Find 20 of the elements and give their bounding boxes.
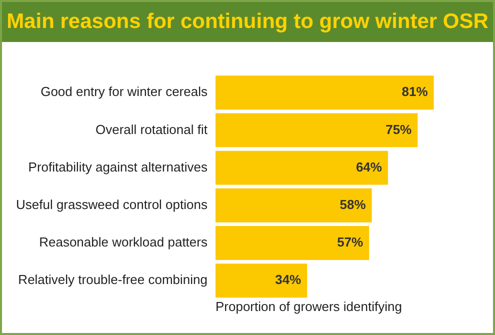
bar: [215, 76, 434, 110]
bar: [215, 226, 370, 260]
y-tick-label: Profitability against alternatives: [28, 159, 208, 174]
bar: [215, 150, 388, 185]
bar: [215, 188, 372, 222]
chart-title: Main reasons for continuing to grow winter OSR: [2, 2, 493, 42]
data-label: 75%: [386, 122, 412, 137]
data-label: 58%: [340, 196, 366, 212]
y-tick-label: Overall rotational fit: [95, 122, 208, 137]
data-label: 57%: [337, 234, 364, 250]
data-label: 81%: [402, 84, 428, 100]
data-label: 64%: [356, 159, 382, 174]
data-label: 34%: [275, 272, 302, 288]
y-tick-label: Relatively trouble-free combining: [18, 272, 208, 288]
bar: [215, 264, 308, 298]
bar: [215, 113, 418, 148]
x-axis-title: Proportion of growers identifying: [215, 298, 402, 314]
y-tick-label: Useful grassweed control options: [16, 196, 208, 212]
y-tick-label: Reasonable workload patters: [39, 234, 208, 250]
y-tick-label: Good entry for winter cereals: [40, 84, 208, 100]
